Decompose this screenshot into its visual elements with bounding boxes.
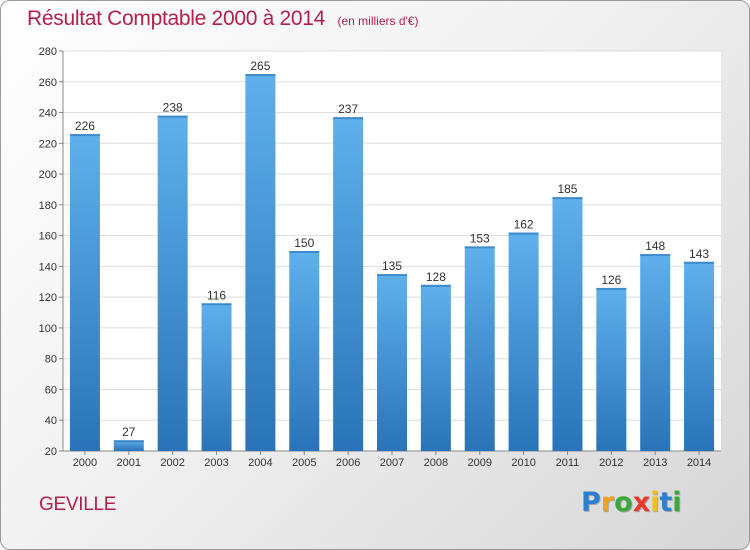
x-tick-label: 2004	[248, 457, 272, 469]
data-label: 148	[645, 239, 665, 253]
y-tick-label: 220	[39, 138, 57, 150]
x-tick-label: 2001	[117, 457, 141, 469]
y-tick-label: 200	[39, 169, 57, 181]
data-label: 162	[514, 218, 534, 232]
data-label: 116	[207, 288, 226, 302]
y-tick-label: 120	[39, 292, 57, 304]
bar-top-edge	[640, 254, 671, 257]
bar-top-edge	[464, 246, 495, 249]
bar	[245, 74, 276, 452]
logo-letter: x	[632, 487, 651, 518]
bar-top-edge	[69, 134, 100, 137]
data-label: 265	[250, 59, 270, 73]
bar-top-edge	[113, 440, 144, 443]
logo-letter: o	[614, 487, 633, 518]
bar-top-edge	[201, 303, 232, 306]
bar-top-edge	[377, 274, 407, 277]
bar-top-edge	[333, 117, 364, 120]
data-label: 238	[163, 101, 183, 115]
bar	[289, 251, 320, 451]
y-tick-label: 80	[45, 354, 57, 366]
logo-letter: t	[659, 487, 673, 518]
bar	[113, 440, 144, 451]
x-tick-label: 2009	[467, 457, 491, 469]
bar	[157, 115, 188, 451]
bar	[377, 274, 407, 451]
bar	[508, 232, 539, 451]
data-label: 126	[601, 273, 621, 287]
logo-letter: i	[650, 487, 660, 518]
x-tick-label: 2000	[73, 457, 97, 469]
bar	[201, 303, 232, 451]
bar-top-edge	[596, 287, 627, 290]
logo-letter: P	[581, 487, 601, 518]
bar	[420, 284, 451, 451]
x-tick-label: 2007	[380, 457, 404, 469]
title-block: Résultat Comptable 2000 à 2014 (en milli…	[27, 7, 418, 31]
bar	[596, 287, 627, 451]
bar-top-edge	[289, 251, 320, 253]
data-label: 150	[294, 236, 314, 250]
x-tick-label: 2010	[511, 457, 535, 469]
x-tick-label: 2013	[643, 457, 667, 469]
bar-top-edge	[508, 232, 539, 235]
logo-letter: r	[600, 487, 615, 518]
y-tick-label: 140	[39, 261, 57, 273]
x-tick-label: 2008	[424, 457, 448, 469]
bar-top-edge	[245, 74, 276, 77]
x-tick-label: 2006	[336, 457, 360, 469]
y-tick-label: 260	[39, 77, 57, 89]
y-tick-label: 100	[39, 323, 57, 335]
data-label: 143	[689, 247, 709, 261]
bar	[464, 246, 495, 451]
y-tick-label: 240	[39, 108, 57, 120]
data-label: 185	[557, 182, 577, 196]
proxiti-logo: Proxiti	[581, 487, 682, 518]
y-tick-label: 280	[39, 46, 57, 58]
x-tick-label: 2012	[599, 457, 623, 469]
bar-top-edge	[684, 261, 715, 264]
y-tick-label: 20	[45, 446, 57, 458]
x-tick-label: 2005	[292, 457, 316, 469]
x-tick-label: 2014	[687, 457, 711, 469]
data-label: 237	[338, 102, 358, 116]
chart-title: Résultat Comptable 2000 à 2014	[27, 7, 326, 30]
bar-top-edge	[420, 284, 451, 287]
x-tick-label: 2002	[160, 457, 184, 469]
bar	[69, 134, 100, 452]
logo-letter: i	[672, 487, 682, 518]
chart-subtitle: (en milliers d'€)	[337, 14, 419, 28]
y-tick-label: 160	[39, 231, 57, 243]
bar	[684, 261, 715, 451]
bar	[640, 254, 671, 451]
x-tick-label: 2011	[556, 457, 580, 469]
commune-name: GEVILLE	[39, 494, 117, 515]
y-tick-label: 180	[39, 200, 57, 212]
y-tick-label: 60	[45, 384, 57, 396]
bar-top-edge	[552, 197, 583, 200]
y-tick-label: 40	[45, 415, 57, 427]
bar	[333, 117, 364, 452]
bar-top-edge	[157, 115, 188, 118]
data-label: 135	[382, 259, 402, 273]
data-label: 153	[470, 231, 490, 245]
data-label: 27	[122, 425, 136, 439]
data-label: 226	[75, 119, 95, 133]
x-tick-label: 2003	[204, 457, 228, 469]
data-label: 128	[426, 270, 446, 284]
bar	[552, 197, 583, 451]
